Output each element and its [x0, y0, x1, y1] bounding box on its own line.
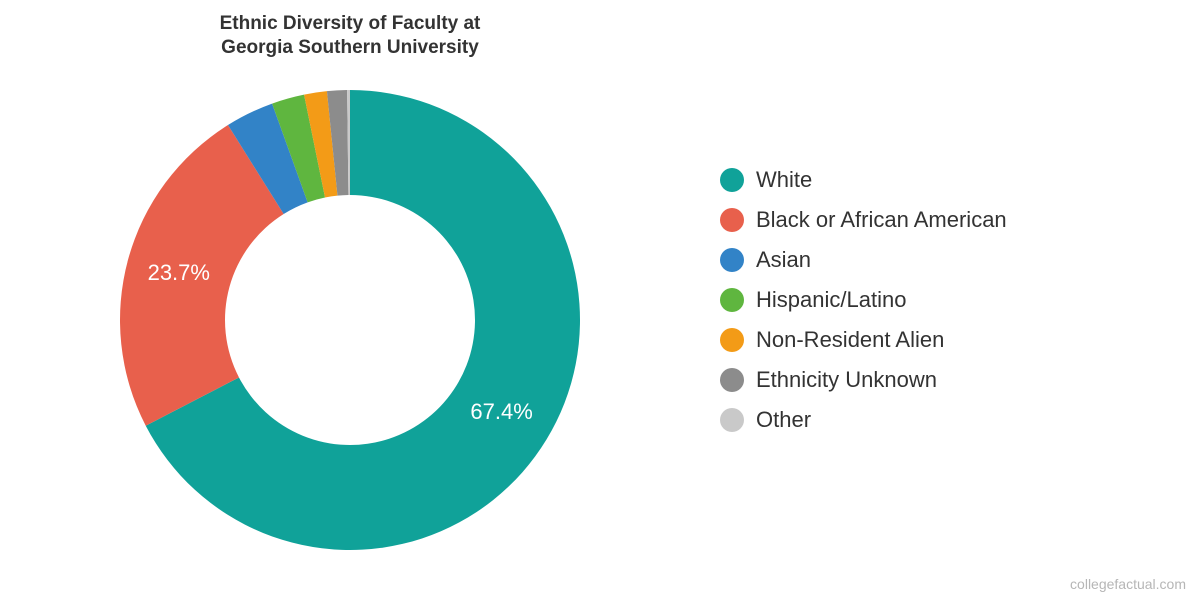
legend: White Black or African American Asian Hispa… [720, 167, 1007, 433]
legend-label: Other [756, 407, 811, 433]
chart-area: Ethnic Diversity of Faculty at Georgia S… [0, 0, 700, 600]
chart-title-line2: Georgia Southern University [221, 37, 479, 58]
legend-label: Black or African American [756, 207, 1007, 233]
legend-swatch [720, 368, 744, 392]
legend-swatch [720, 168, 744, 192]
chart-title: Ethnic Diversity of Faculty at Georgia S… [220, 0, 481, 60]
legend-label: Ethnicity Unknown [756, 367, 937, 393]
chart-container: Ethnic Diversity of Faculty at Georgia S… [0, 0, 1200, 600]
legend-item: Non-Resident Alien [720, 327, 1007, 353]
legend-swatch [720, 408, 744, 432]
legend-label: Hispanic/Latino [756, 287, 906, 313]
legend-item: Hispanic/Latino [720, 287, 1007, 313]
legend-label: White [756, 167, 812, 193]
donut-svg [100, 70, 600, 570]
legend-swatch [720, 328, 744, 352]
legend-item: Asian [720, 247, 1007, 273]
legend-label: Non-Resident Alien [756, 327, 944, 353]
donut-chart: 67.4%23.7% [100, 70, 600, 570]
legend-swatch [720, 208, 744, 232]
legend-swatch [720, 288, 744, 312]
legend-item: Black or African American [720, 207, 1007, 233]
legend-swatch [720, 248, 744, 272]
legend-item: Ethnicity Unknown [720, 367, 1007, 393]
legend-item: Other [720, 407, 1007, 433]
legend-label: Asian [756, 247, 811, 273]
attribution-text: collegefactual.com [1070, 576, 1186, 592]
legend-item: White [720, 167, 1007, 193]
chart-title-line1: Ethnic Diversity of Faculty at [220, 13, 481, 34]
